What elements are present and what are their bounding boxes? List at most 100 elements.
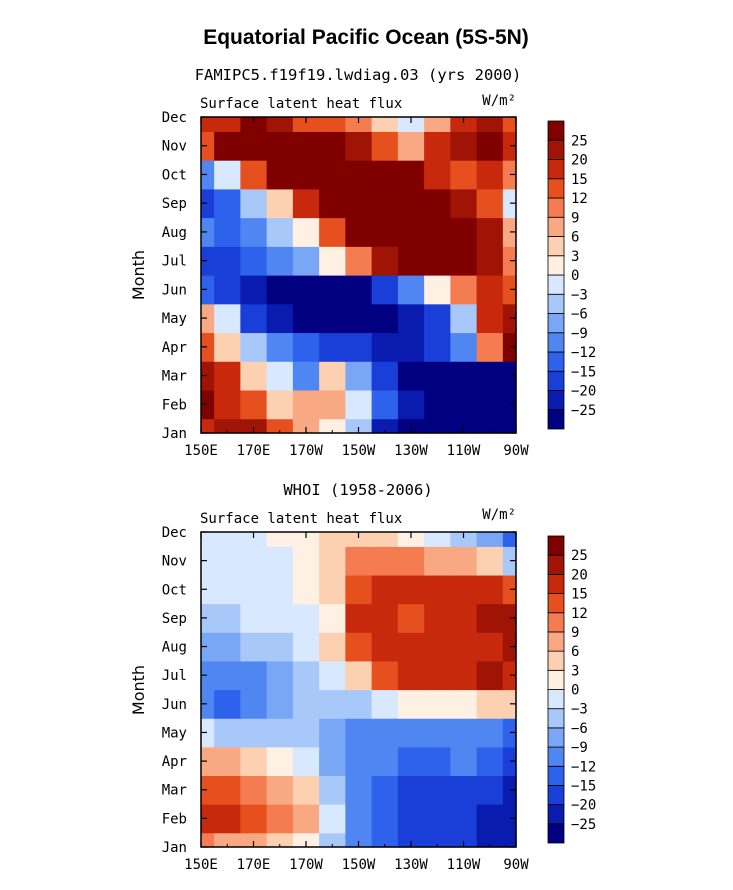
x-tick-label: 90W: [503, 857, 529, 873]
heatmap-cell: [266, 804, 294, 834]
heatmap-cell: [502, 603, 517, 633]
heatmap-cell: [240, 746, 268, 777]
heatmap-cell: [397, 117, 425, 132]
heatmap-cell: [319, 632, 346, 662]
heatmap-cell: [371, 689, 399, 719]
colorbar-box: [547, 390, 565, 411]
colorbar-label: 15: [571, 587, 588, 603]
heatmap-cell: [424, 117, 451, 132]
x-tick-label: 110W: [447, 443, 481, 459]
heatmap-cell: [502, 689, 517, 719]
heatmap-cell: [319, 775, 346, 805]
colorbar-label: −3: [571, 702, 588, 718]
heatmap-cell: [292, 603, 320, 633]
heatmap-cell: [450, 660, 478, 691]
panel-label: Surface latent heat flux: [200, 96, 402, 112]
y-tick-label: Dec: [162, 525, 187, 541]
heatmap-cell: [502, 632, 517, 662]
heatmap-cell: [476, 718, 504, 748]
heatmap-cell: [292, 718, 320, 748]
units-label: W/m²: [482, 93, 516, 109]
heatmap-cell: [371, 275, 399, 305]
heatmap-cell: [201, 246, 215, 276]
y-tick-label: Nov: [162, 139, 187, 155]
colorbar-box: [547, 573, 565, 594]
heatmap-cell: [266, 418, 294, 434]
heatmap-cell: [201, 775, 215, 805]
heatmap-cell: [266, 746, 294, 777]
heatmap-cell: [424, 718, 451, 748]
colorbar-label: −15: [571, 778, 596, 794]
x-tick-label: 150W: [342, 443, 376, 459]
heatmap-cell: [424, 603, 451, 633]
x-tick-label: 170E: [237, 857, 271, 873]
heatmap-cell: [201, 689, 215, 719]
heatmap-cell: [502, 746, 517, 777]
heatmap-cell: [450, 188, 478, 219]
colorbar-box: [547, 785, 565, 806]
heatmap-cell: [240, 804, 268, 834]
heatmap-cell: [424, 689, 451, 719]
heatmap-cell: [450, 574, 478, 605]
heatmap-cell: [292, 131, 320, 161]
heatmap-cell: [345, 718, 373, 748]
heatmap-cell: [319, 804, 346, 834]
colorbar-box: [547, 274, 565, 295]
heatmap-cell: [371, 718, 399, 748]
colorbar-box: [547, 631, 565, 652]
heatmap-cell: [450, 718, 478, 748]
heatmap-cell: [319, 546, 346, 576]
heatmap-cell: [502, 389, 517, 420]
y-tick-label: Jun: [162, 282, 187, 298]
heatmap-cell: [476, 532, 504, 547]
y-tick-label: Apr: [162, 340, 187, 356]
colorbar-box: [547, 293, 565, 314]
heatmap-cell: [319, 160, 346, 190]
heatmap-cell: [319, 361, 346, 391]
heatmap-cell: [345, 832, 373, 848]
heatmap-cell: [292, 389, 320, 420]
heatmap-cell: [502, 832, 517, 848]
colorbar-label: −9: [571, 740, 588, 756]
heatmap-cell: [345, 188, 373, 219]
colorbar-label: 15: [571, 172, 588, 188]
heatmap-cell: [371, 574, 399, 605]
heatmap-cell: [266, 660, 294, 691]
heatmap-cell: [345, 303, 373, 334]
colorbar-box: [547, 612, 565, 633]
heatmap-cell: [345, 246, 373, 276]
y-tick-label: Oct: [162, 582, 187, 598]
heatmap-cell: [502, 718, 517, 748]
heatmap-cell: [502, 131, 517, 161]
heatmap-cell: [424, 804, 451, 834]
heatmap-cell: [502, 574, 517, 605]
y-axis-label: Month: [129, 250, 148, 300]
colorbar-label: −12: [571, 345, 596, 361]
heatmap-cell: [476, 418, 504, 434]
heatmap-cell: [266, 574, 294, 605]
heatmap-cell: [397, 418, 425, 434]
heatmap-cell: [201, 746, 215, 777]
colorbar-box: [547, 804, 565, 825]
heatmap-cell: [345, 361, 373, 391]
heatmap-cell: [397, 361, 425, 391]
heatmap-cell: [345, 532, 373, 547]
heatmap-cell: [502, 532, 517, 547]
heatmap-cell: [424, 418, 451, 434]
heatmap-cell: [450, 746, 478, 777]
colorbar-box: [547, 727, 565, 748]
heatmap-cell: [424, 546, 451, 576]
heatmap-cell: [201, 574, 215, 605]
y-tick-label: Feb: [162, 397, 187, 413]
heatmap-cell: [319, 832, 346, 848]
heatmap-cell: [345, 603, 373, 633]
heatmap-cell: [201, 275, 215, 305]
heatmap-cell: [450, 246, 478, 276]
heatmap-cell: [201, 332, 215, 362]
y-tick-label: Jul: [162, 668, 187, 684]
heatmap-cell: [240, 389, 268, 420]
heatmap-cell: [201, 188, 215, 219]
heatmap-cell: [292, 775, 320, 805]
heatmap-cell: [450, 532, 478, 547]
heatmap-cell: [266, 303, 294, 334]
